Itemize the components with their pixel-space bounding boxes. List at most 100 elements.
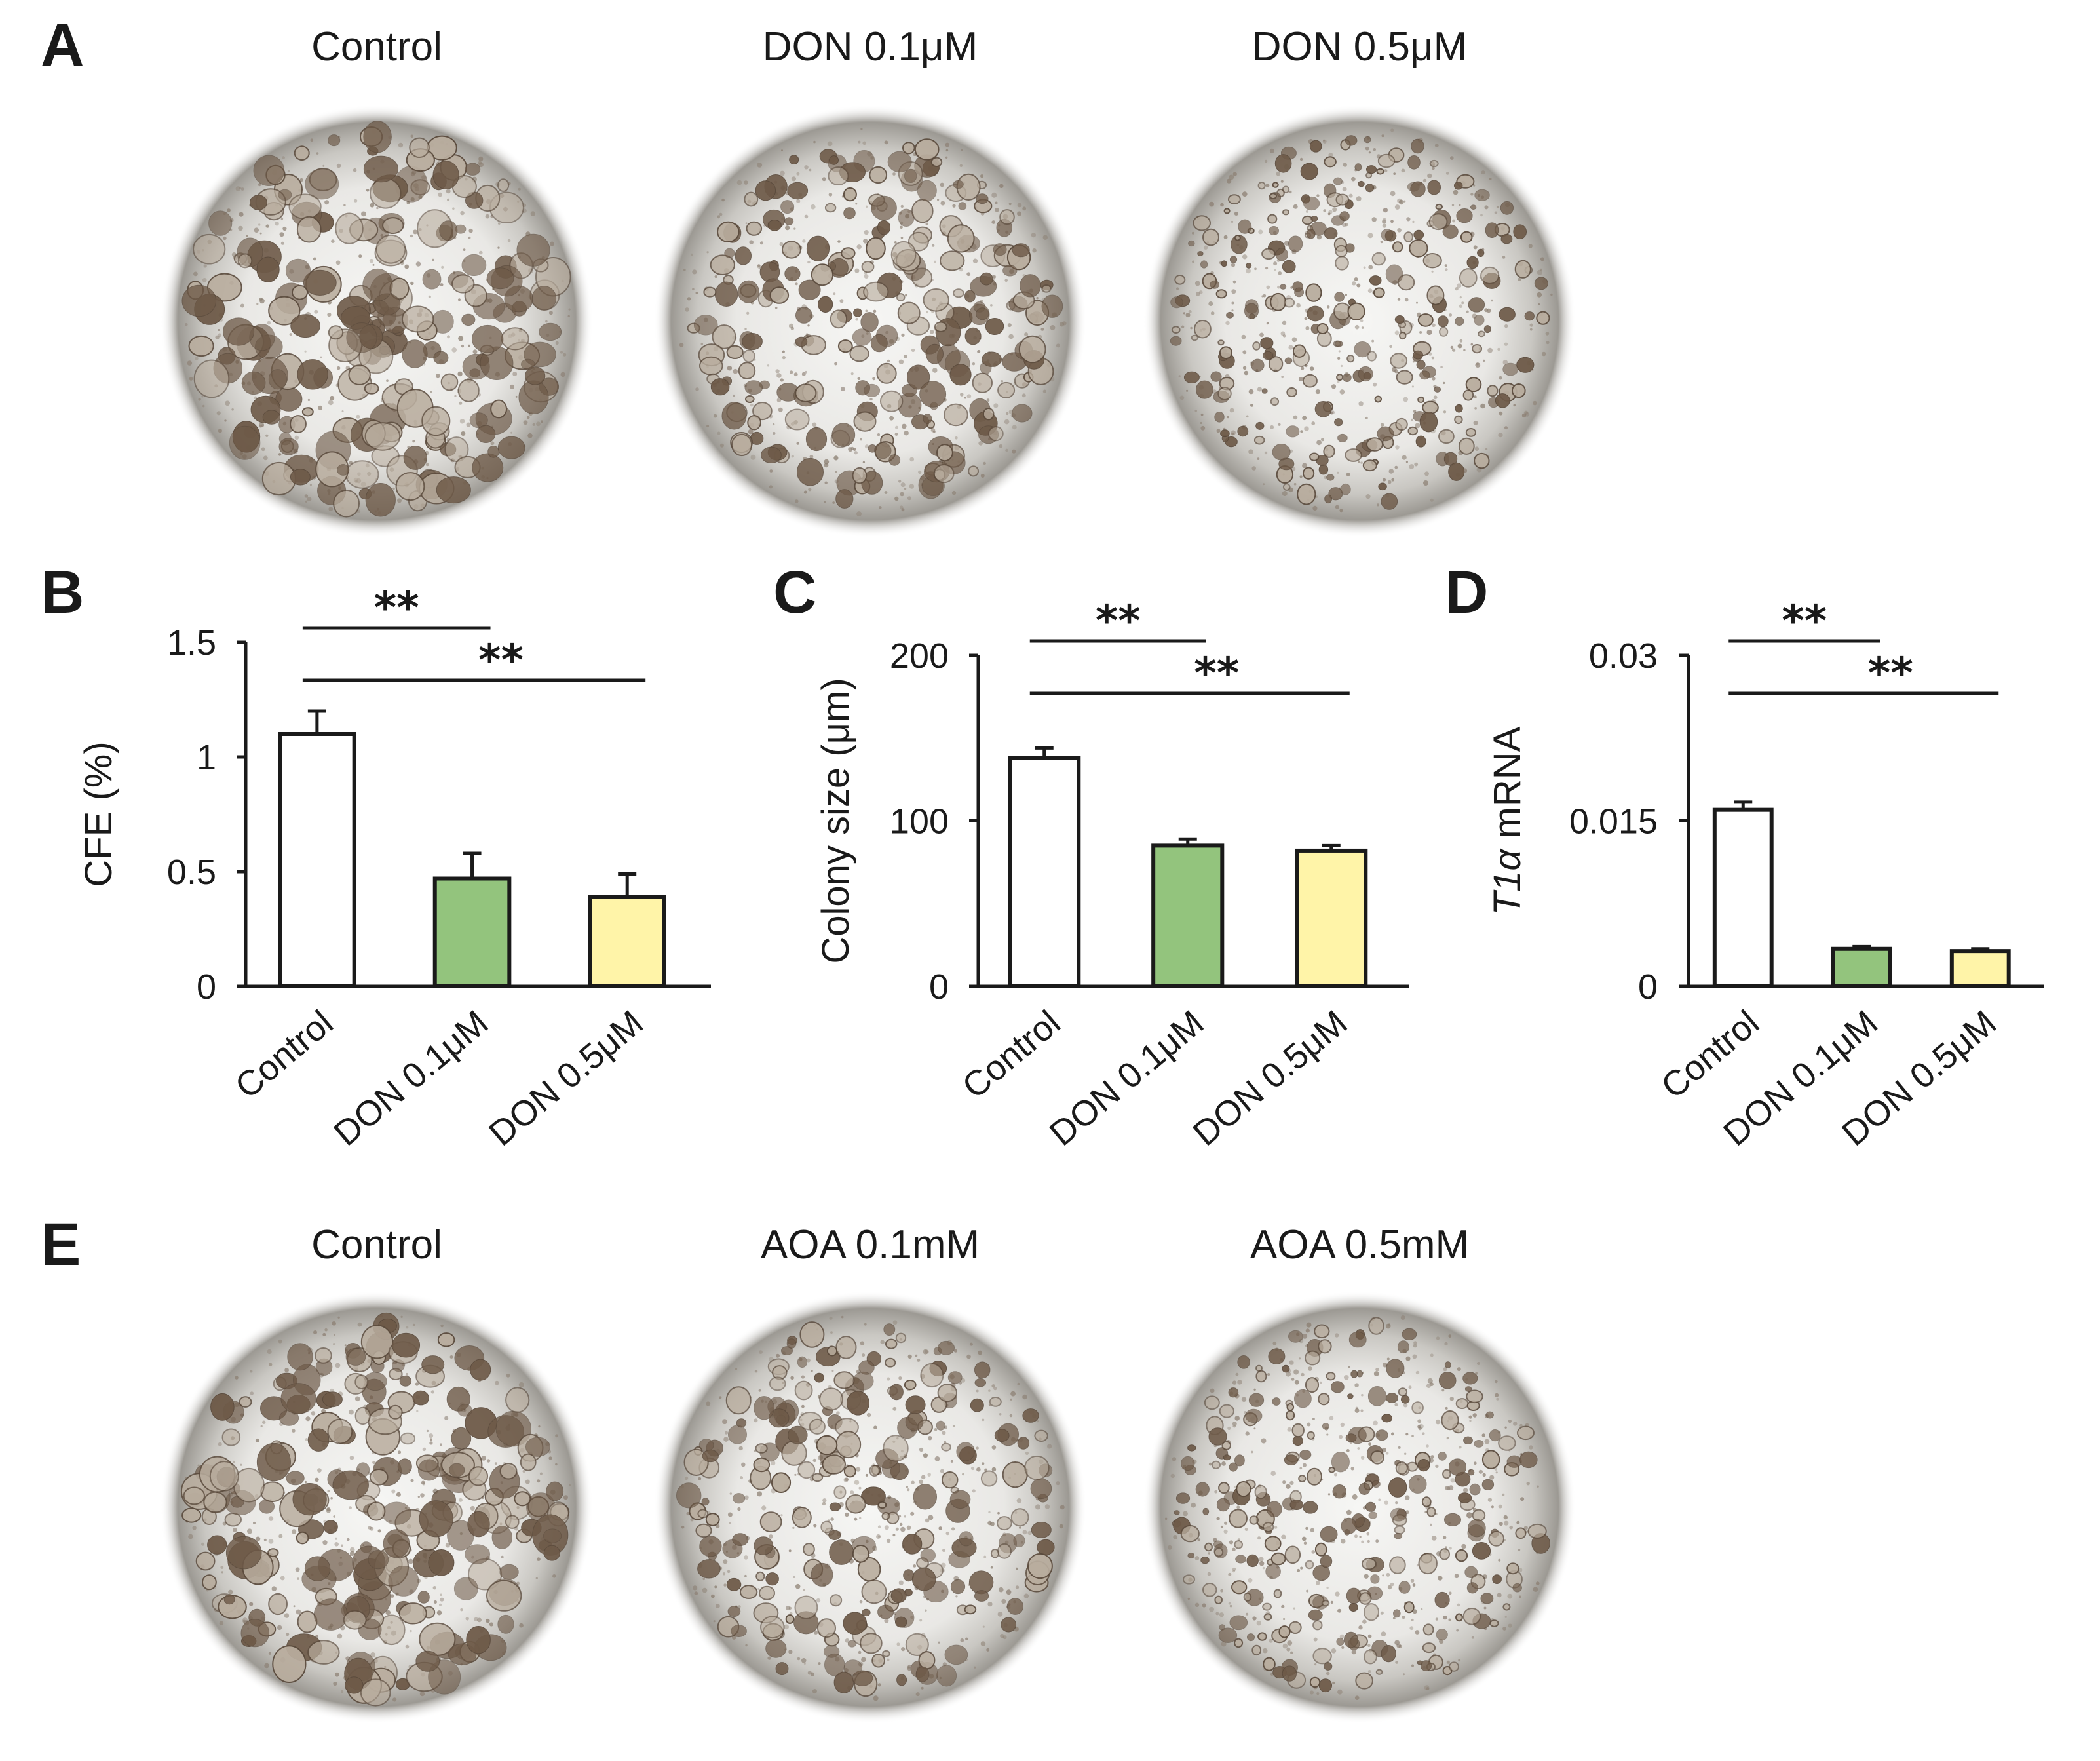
- organoid-colony: [725, 1386, 752, 1415]
- organoid-colony: [1248, 1393, 1265, 1407]
- speckle: [1445, 268, 1448, 271]
- speckle: [945, 142, 950, 147]
- speckle: [397, 1450, 402, 1454]
- significance-label: **: [1868, 648, 1913, 699]
- speckle: [435, 374, 440, 379]
- speckle: [1417, 1425, 1421, 1429]
- speckle: [1250, 404, 1253, 407]
- organoid-colony: [857, 1557, 881, 1582]
- speckle: [928, 1436, 932, 1441]
- organoid-colony: [313, 1598, 348, 1631]
- speckle: [1274, 1526, 1278, 1529]
- speckle: [692, 288, 695, 291]
- organoid-colony: [1282, 483, 1291, 491]
- speckle: [398, 142, 404, 148]
- speckle: [261, 447, 265, 452]
- speckle: [422, 1447, 427, 1452]
- speckle: [858, 1650, 862, 1654]
- organoid-colony: [989, 1397, 1002, 1407]
- organoid-colony: [1355, 1672, 1373, 1690]
- speckle: [1341, 1538, 1346, 1544]
- speckle: [858, 1486, 862, 1490]
- speckle: [736, 180, 742, 185]
- speckle: [307, 398, 311, 402]
- organoid-colony: [911, 199, 934, 223]
- organoid-colony: [794, 1595, 818, 1619]
- organoid-colony: [997, 1543, 1012, 1559]
- organoid-colony: [1303, 1501, 1318, 1514]
- speckle: [1385, 1452, 1389, 1455]
- speckle: [735, 1368, 738, 1370]
- organoid-colony: [1262, 1602, 1272, 1611]
- speckle: [1394, 330, 1400, 336]
- organoid-colony: [1516, 357, 1535, 373]
- organoid-colony: [1280, 284, 1287, 290]
- organoid-colony: [880, 390, 904, 412]
- organoid-colony: [1202, 1507, 1210, 1516]
- organoid-colony: [976, 307, 989, 320]
- organoid-colony: [195, 1551, 216, 1571]
- organoid-colony: [433, 351, 449, 365]
- speckle: [738, 1605, 741, 1608]
- organoid-colony: [1314, 1542, 1327, 1557]
- speckle: [1359, 1536, 1362, 1538]
- organoid-colony: [1041, 294, 1063, 318]
- speckle: [536, 421, 541, 427]
- speckle: [1181, 325, 1185, 328]
- speckle: [284, 1368, 289, 1372]
- speckle: [860, 438, 862, 441]
- speckle: [1408, 1385, 1412, 1389]
- speckle: [999, 184, 1004, 188]
- organoid-colony: [1371, 1480, 1381, 1488]
- speckle: [280, 241, 284, 245]
- organoid-colony: [1187, 1444, 1196, 1452]
- speckle: [318, 405, 323, 410]
- organoid-colony: [1492, 1574, 1502, 1585]
- y-tick-label: 0: [1638, 967, 1658, 1007]
- organoid-colony: [1221, 260, 1227, 267]
- speckle: [1023, 1593, 1029, 1598]
- organoid-colony: [767, 220, 782, 231]
- speckle: [370, 203, 375, 208]
- speckle: [1341, 1646, 1345, 1649]
- organoid-colony: [395, 472, 425, 501]
- organoid-colony: [853, 308, 862, 317]
- organoid-colony: [697, 1559, 721, 1579]
- speckle: [405, 1644, 410, 1649]
- speckle: [1373, 1371, 1379, 1377]
- speckle: [824, 501, 826, 503]
- x-category-label: Control: [1654, 1003, 1766, 1106]
- speckle: [1001, 1598, 1006, 1604]
- organoid-colony: [1305, 283, 1322, 302]
- speckle: [1457, 343, 1462, 349]
- speckle: [980, 474, 985, 478]
- speckle: [1293, 415, 1298, 420]
- organoid-colony: [1234, 1454, 1245, 1467]
- speckle: [990, 304, 993, 307]
- speckle: [441, 265, 444, 269]
- organoid-colony: [521, 358, 535, 370]
- speckle: [328, 400, 334, 406]
- organoid-colony: [328, 134, 341, 147]
- speckle: [1339, 1435, 1343, 1439]
- speckle: [1259, 1561, 1265, 1566]
- organoid-colony: [1458, 437, 1475, 455]
- organoid-colony: [1345, 135, 1358, 146]
- speckle: [1343, 163, 1347, 167]
- speckle: [744, 328, 747, 330]
- organoid-colony: [755, 180, 776, 201]
- organoid-colony: [1416, 360, 1426, 370]
- organoid-colony: [1365, 184, 1375, 193]
- organoid-colony: [1489, 1429, 1501, 1442]
- organoid-colony: [828, 166, 849, 185]
- speckle: [1337, 471, 1339, 474]
- organoid-colony: [1286, 1403, 1295, 1412]
- speckle: [275, 222, 279, 226]
- organoid-colony: [1495, 393, 1510, 408]
- speckle: [1417, 1419, 1422, 1423]
- speckle: [1445, 1406, 1448, 1410]
- organoid-colony: [202, 1574, 217, 1591]
- organoid-colony: [1348, 1603, 1358, 1612]
- speckle: [1227, 416, 1229, 419]
- speckle: [744, 180, 748, 185]
